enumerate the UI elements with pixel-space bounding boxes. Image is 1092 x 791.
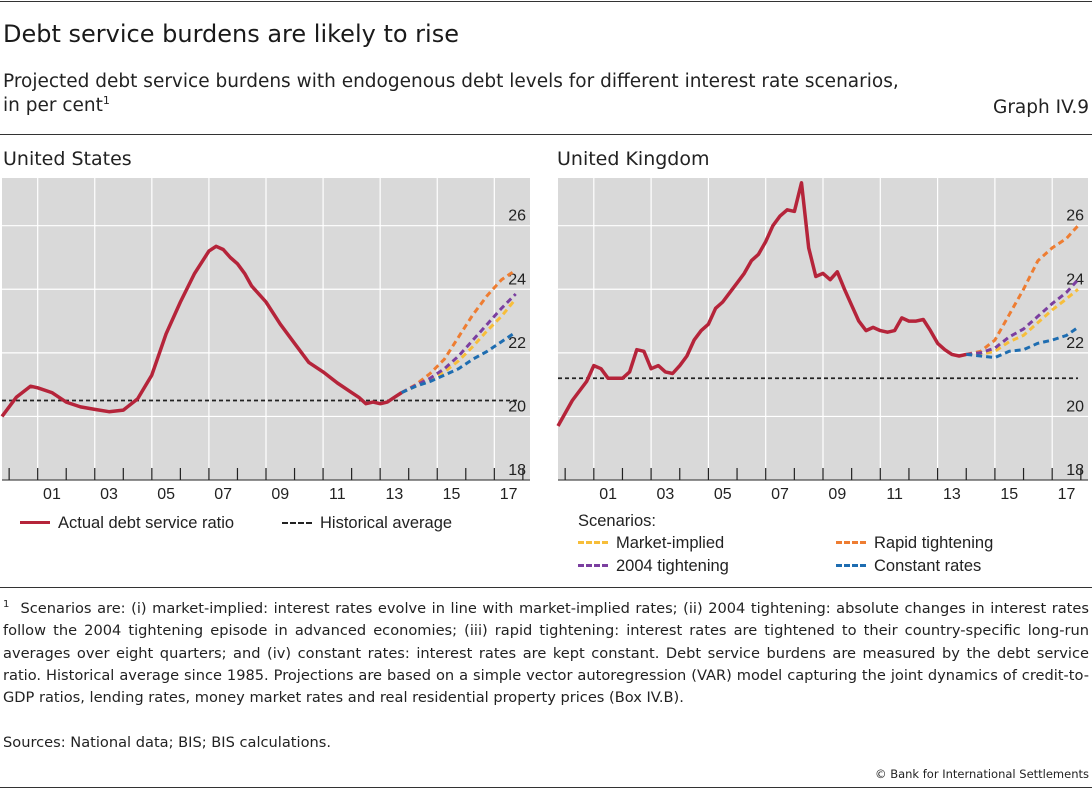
legend-swatch-constant-rates <box>836 564 866 568</box>
x-tick-label: 07 <box>771 486 789 503</box>
x-tick-label: 15 <box>1000 486 1018 503</box>
x-tick-label: 05 <box>157 486 175 503</box>
footnote-marker: 1 <box>3 599 10 611</box>
series-line-tightening-2004 <box>400 292 517 394</box>
legend-swatch-market-implied <box>578 541 608 545</box>
chart-us: 18 20 22 24 26 01 03 05 07 09 11 13 15 17 <box>0 178 530 503</box>
y-tick-label: 22 <box>508 335 526 352</box>
y-tick-label: 26 <box>508 208 526 225</box>
y-tick-label: 18 <box>508 462 526 479</box>
footnote-text: Scenarios are: (i) market-implied: inter… <box>3 600 1089 707</box>
chart-uk: 18 20 22 24 26 01 03 05 07 09 11 13 15 17 <box>556 178 1088 503</box>
x-tick-label: 11 <box>329 486 346 503</box>
x-tick-label: 17 <box>500 486 518 503</box>
copyright: © Bank for International Settlements <box>875 767 1089 781</box>
series-line-rapid-tightening <box>965 224 1080 356</box>
x-tick-label: 15 <box>443 486 461 503</box>
y-tick-label: 24 <box>508 271 526 288</box>
subtitle-text: in per cent <box>3 95 103 116</box>
header-rule <box>0 134 1092 135</box>
legend-item-rapid-tightening: Rapid tightening <box>836 534 993 553</box>
x-tick-label: 03 <box>657 486 675 503</box>
graph-subtitle-line2: in per cent1 <box>3 95 110 116</box>
graph-subtitle-line1: Projected debt service burdens with endo… <box>3 71 899 92</box>
y-tick-label: 22 <box>1066 335 1084 352</box>
legend-scenarios-title: Scenarios: <box>578 512 656 530</box>
legend-label-rapid-tightening: Rapid tightening <box>874 534 994 552</box>
panel-title-uk: United Kingdom <box>557 148 710 170</box>
legend-item-constant-rates: Constant rates <box>836 557 981 576</box>
bottom-rule <box>0 787 1092 788</box>
series-line-constant-rates <box>400 330 517 394</box>
x-tick-label: 09 <box>828 486 846 503</box>
top-rule <box>0 1 1092 2</box>
legend-us: Actual debt service ratio Historical ave… <box>20 514 540 538</box>
series-line-actual <box>0 244 403 418</box>
x-tick-label: 11 <box>886 486 903 503</box>
legend-label-actual: Actual debt service ratio <box>58 514 235 532</box>
x-tick-label: 01 <box>599 486 617 503</box>
legend-item-actual: Actual debt service ratio <box>20 514 234 533</box>
legend-swatch-actual <box>20 521 50 525</box>
series-line-rapid-tightening <box>400 268 517 394</box>
legend-item-2004-tightening: 2004 tightening <box>578 557 729 576</box>
sources: Sources: National data; BIS; BIS calcula… <box>3 734 332 751</box>
panel-title-us: United States <box>3 148 132 170</box>
x-tick-label: 13 <box>386 486 404 503</box>
legend-label-historical: Historical average <box>320 514 453 532</box>
x-tick-label: 01 <box>43 486 61 503</box>
y-tick-label: 24 <box>1066 271 1084 288</box>
x-tick-label: 07 <box>214 486 232 503</box>
graph-title: Debt service burdens are likely to rise <box>3 20 459 48</box>
subtitle-footnote-marker: 1 <box>102 93 110 107</box>
legend-swatch-2004-tightening <box>578 564 608 568</box>
footnote-rule <box>0 587 1092 588</box>
y-tick-label: 20 <box>508 398 526 415</box>
graph-number: Graph IV.9 <box>992 97 1089 118</box>
legend-swatch-historical <box>282 521 312 524</box>
legend-item-market-implied: Market-implied <box>578 534 724 553</box>
footnote: 1 Scenarios are: (i) market-implied: int… <box>3 598 1089 709</box>
legend-label-2004-tightening: 2004 tightening <box>616 557 729 575</box>
legend-uk: Scenarios: Market-implied Rapid tighteni… <box>578 512 1078 582</box>
legend-swatch-rapid-tightening <box>836 541 866 545</box>
y-tick-label: 20 <box>1066 398 1084 415</box>
x-tick-label: 13 <box>943 486 961 503</box>
y-tick-label: 18 <box>1066 462 1084 479</box>
series-line-tightening-2004 <box>966 278 1080 356</box>
series-line-market-implied <box>966 288 1079 356</box>
series-line-actual <box>556 181 967 427</box>
y-tick-label: 26 <box>1066 208 1084 225</box>
x-tick-label: 09 <box>271 486 289 503</box>
legend-label-constant-rates: Constant rates <box>874 557 982 575</box>
x-tick-label: 05 <box>714 486 732 503</box>
x-tick-label: 17 <box>1058 486 1076 503</box>
legend-item-historical: Historical average <box>282 514 452 533</box>
legend-label-market-implied: Market-implied <box>616 534 725 552</box>
x-tick-label: 03 <box>100 486 118 503</box>
